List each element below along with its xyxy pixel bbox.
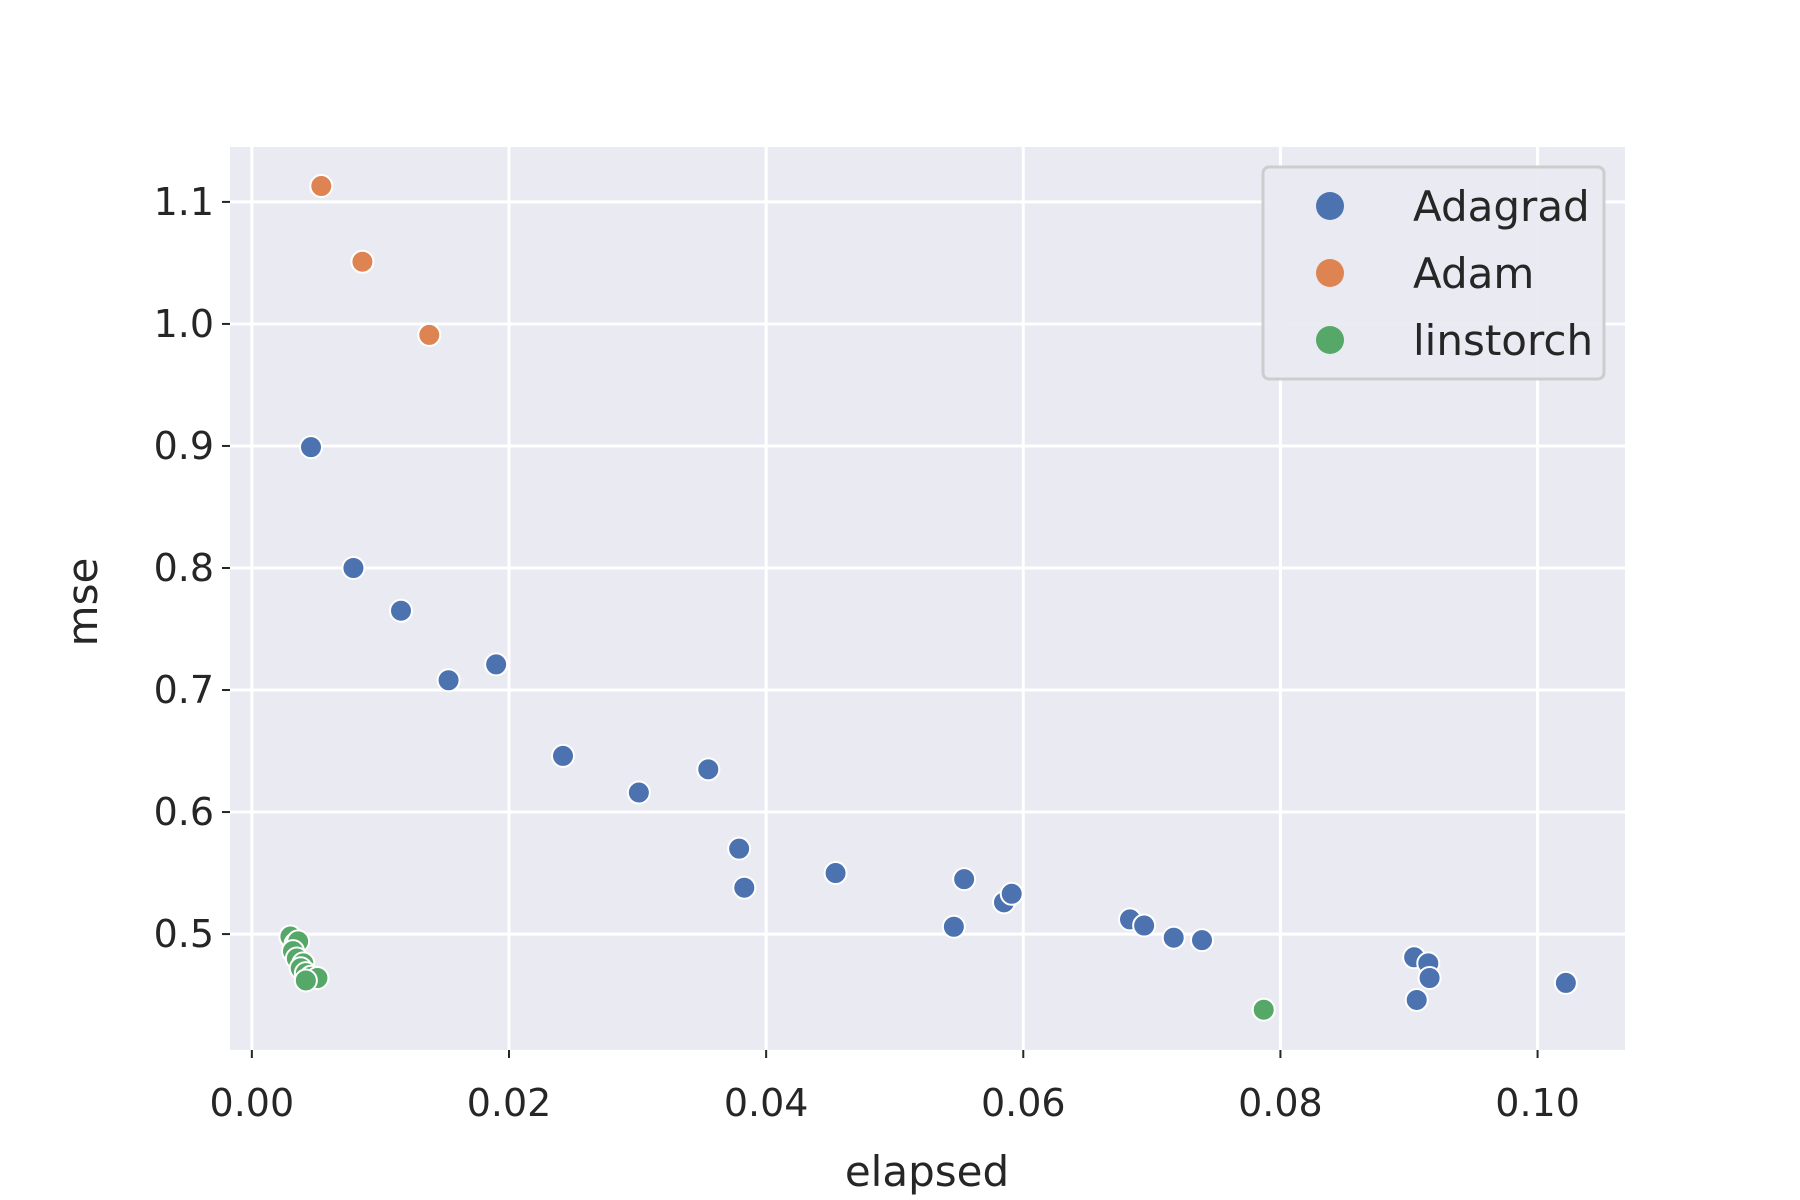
x-axis-ticks: 0.00 0.02 0.04 0.06 0.08 0.10 [210,1050,1580,1125]
data-point [1251,997,1276,1022]
y-axis-ticks: 0.5 0.6 0.7 0.8 0.9 1.0 1.1 [154,180,230,956]
legend-label-adagrad: Adagrad [1413,182,1590,231]
x-tick-label: 0.10 [1495,1081,1580,1125]
data-point [551,743,575,768]
legend-label-adam: Adam [1413,249,1534,298]
data-point [1132,913,1157,938]
series-linstorch [278,924,1276,1022]
x-tick-label: 0.04 [724,1081,809,1125]
y-axis-label: mse [58,558,107,647]
y-tick-label: 0.8 [154,546,214,590]
data-point [436,668,461,693]
data-point [341,555,366,580]
data-point [727,836,752,861]
grid [230,147,1625,1050]
data-point [952,867,977,892]
data-point [389,598,413,623]
series-adagrad [299,435,1578,1012]
data-point [999,881,1024,906]
data-point [309,174,334,199]
x-tick-label: 0.08 [1238,1081,1323,1125]
data-point [626,780,651,805]
data-point [1404,987,1429,1012]
y-tick-label: 0.5 [154,912,214,956]
data-point [293,968,318,993]
data-point [1553,970,1578,995]
y-tick-label: 1.1 [154,180,214,224]
legend-marker-adam [1316,259,1344,287]
y-tick-label: 0.9 [154,424,214,468]
legend-label-linstorch: linstorch [1413,316,1593,365]
data-point [484,652,509,677]
data-point [732,875,757,900]
data-points [278,174,1578,1022]
data-point [350,249,375,274]
legend-marker-linstorch [1316,326,1344,354]
data-point [299,435,323,460]
series-adam [309,174,442,347]
data-point [417,322,442,347]
data-point [696,757,721,782]
y-tick-label: 0.7 [154,668,214,712]
data-point [823,861,848,886]
x-tick-label: 0.00 [210,1081,295,1125]
legend-box [1261,165,1606,381]
y-tick-label: 0.6 [154,790,214,834]
legend: Adagrad Adam linstorch [1261,165,1606,381]
x-axis-label: elapsed [845,1147,1009,1196]
legend-marker-adagrad [1316,192,1344,220]
y-tick-label: 1.0 [154,302,214,346]
x-tick-label: 0.06 [981,1081,1066,1125]
data-point [941,914,966,939]
x-tick-label: 0.02 [467,1081,552,1125]
data-point [1417,966,1442,991]
data-point [1190,928,1214,953]
data-point [1161,925,1186,950]
